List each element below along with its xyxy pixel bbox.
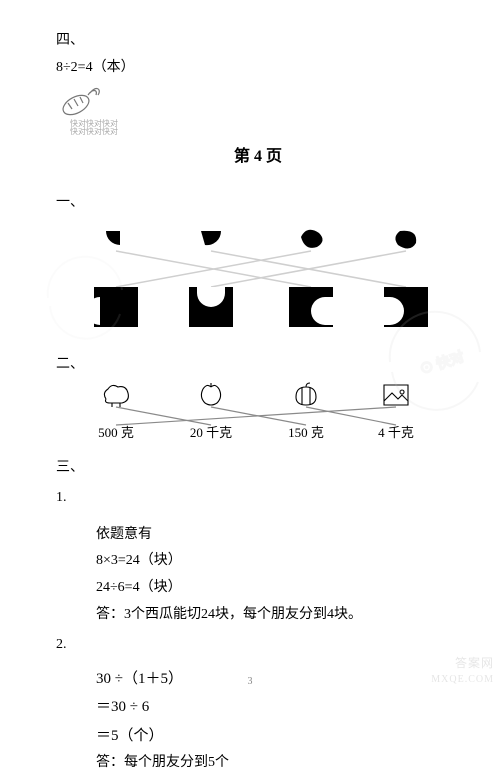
q1-line-2: 24÷6=4（块）	[56, 575, 460, 602]
q1-number: 1.	[56, 485, 460, 512]
watermark-microtext-2: 快对快对快对	[70, 127, 460, 137]
svg-text:150 克: 150 克	[288, 425, 324, 440]
q2-line-3: ＝5（个）	[56, 722, 460, 751]
q2-line-2: ＝30 ÷ 6	[56, 693, 460, 722]
q1-answer: 答：3个西瓜能切24块，每个朋友分到4块。	[56, 602, 460, 629]
carrot-icon	[58, 83, 460, 121]
svg-text:4 千克: 4 千克	[378, 425, 414, 440]
q1-line-1: 8×3=24（块）	[56, 548, 460, 575]
document-page: 四、 8÷2=4（本） 快对快对快对 快对快对快对 第 4 页 一、 二、 50…	[0, 0, 500, 777]
section-2-heading: 二、	[56, 352, 460, 379]
footer-page-number: 3	[0, 676, 500, 687]
svg-text:20 千克: 20 千克	[190, 425, 232, 440]
section-4-heading: 四、	[56, 28, 460, 55]
svg-text:500 克: 500 克	[98, 425, 134, 440]
q1-intro: 依题意有	[56, 522, 460, 549]
q2-number: 2.	[56, 632, 460, 659]
page-title: 第 4 页	[56, 142, 460, 166]
matching-puzzle-2: 500 克 20 千克 150 克 4 千克	[56, 379, 460, 449]
watermark-text-1: 答案网	[455, 654, 494, 671]
matching-puzzle-1	[56, 217, 460, 352]
section-4-expression: 8÷2=4（本）	[56, 55, 460, 82]
section-3-heading: 三、	[56, 455, 460, 482]
q2-answer: 答：每个朋友分到5个	[56, 750, 460, 777]
section-1-heading: 一、	[56, 190, 460, 217]
